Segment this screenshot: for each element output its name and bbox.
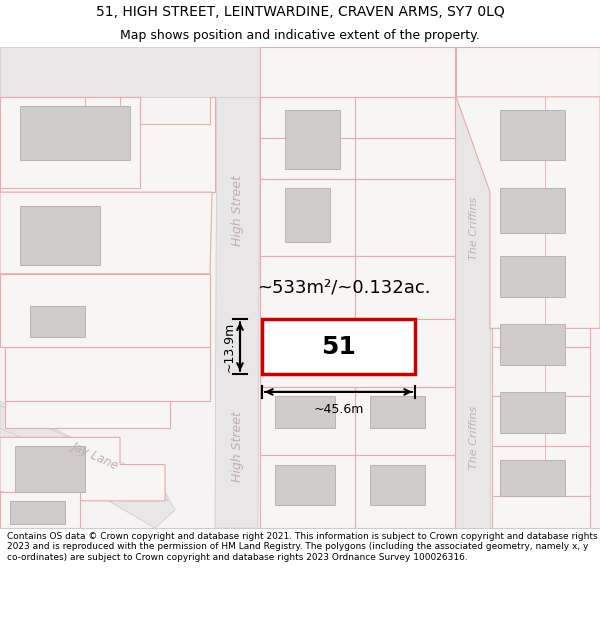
Polygon shape (260, 97, 455, 179)
Bar (15, 446, 85, 492)
Polygon shape (492, 446, 590, 496)
Text: High Street: High Street (232, 411, 245, 482)
Text: ~533m²/~0.132ac.: ~533m²/~0.132ac. (257, 279, 431, 296)
Text: ~45.6m: ~45.6m (313, 403, 364, 416)
Bar (10, 501, 65, 524)
Text: The Criffins: The Criffins (469, 197, 479, 260)
Bar (500, 111, 565, 161)
Bar (275, 464, 335, 506)
Bar (500, 460, 565, 496)
Bar (500, 188, 565, 233)
Text: 51, HIGH STREET, LEINTWARDINE, CRAVEN ARMS, SY7 0LQ: 51, HIGH STREET, LEINTWARDINE, CRAVEN AR… (95, 5, 505, 19)
Polygon shape (260, 388, 455, 456)
Bar (262, 319, 415, 374)
Bar (370, 396, 425, 428)
Bar (30, 306, 85, 338)
Bar (275, 396, 335, 428)
Polygon shape (0, 192, 212, 274)
Bar (500, 256, 565, 297)
Polygon shape (0, 97, 215, 192)
Polygon shape (492, 97, 590, 147)
Bar (262, 319, 415, 374)
Polygon shape (260, 179, 455, 256)
Bar (285, 111, 340, 169)
Bar (20, 106, 130, 161)
Polygon shape (215, 47, 260, 528)
Polygon shape (5, 401, 170, 428)
Polygon shape (492, 197, 590, 247)
Text: 51: 51 (321, 334, 356, 359)
Bar (285, 188, 330, 242)
Polygon shape (0, 406, 168, 501)
Polygon shape (492, 147, 590, 197)
Bar (20, 206, 100, 265)
Polygon shape (492, 496, 590, 528)
Polygon shape (0, 401, 175, 528)
Text: ~13.9m: ~13.9m (223, 321, 236, 372)
Polygon shape (492, 297, 590, 346)
Polygon shape (5, 346, 210, 401)
Text: High Street: High Street (232, 175, 245, 246)
Bar (370, 464, 425, 506)
Polygon shape (260, 319, 455, 388)
Polygon shape (0, 97, 140, 188)
Polygon shape (492, 247, 590, 297)
Polygon shape (456, 47, 600, 192)
Bar (500, 392, 565, 432)
Polygon shape (260, 256, 455, 319)
Polygon shape (260, 456, 455, 528)
Polygon shape (492, 396, 590, 446)
Polygon shape (455, 47, 490, 528)
Text: Jay Lane: Jay Lane (70, 439, 121, 472)
Polygon shape (0, 492, 80, 528)
Text: Contains OS data © Crown copyright and database right 2021. This information is : Contains OS data © Crown copyright and d… (7, 532, 598, 562)
Polygon shape (0, 438, 165, 501)
Polygon shape (492, 346, 590, 396)
Text: Map shows position and indicative extent of the property.: Map shows position and indicative extent… (120, 29, 480, 42)
Text: The Criffins: The Criffins (469, 406, 479, 469)
Bar (500, 324, 565, 364)
Polygon shape (0, 47, 600, 97)
Polygon shape (260, 47, 455, 97)
Polygon shape (456, 97, 600, 328)
Polygon shape (0, 274, 210, 346)
